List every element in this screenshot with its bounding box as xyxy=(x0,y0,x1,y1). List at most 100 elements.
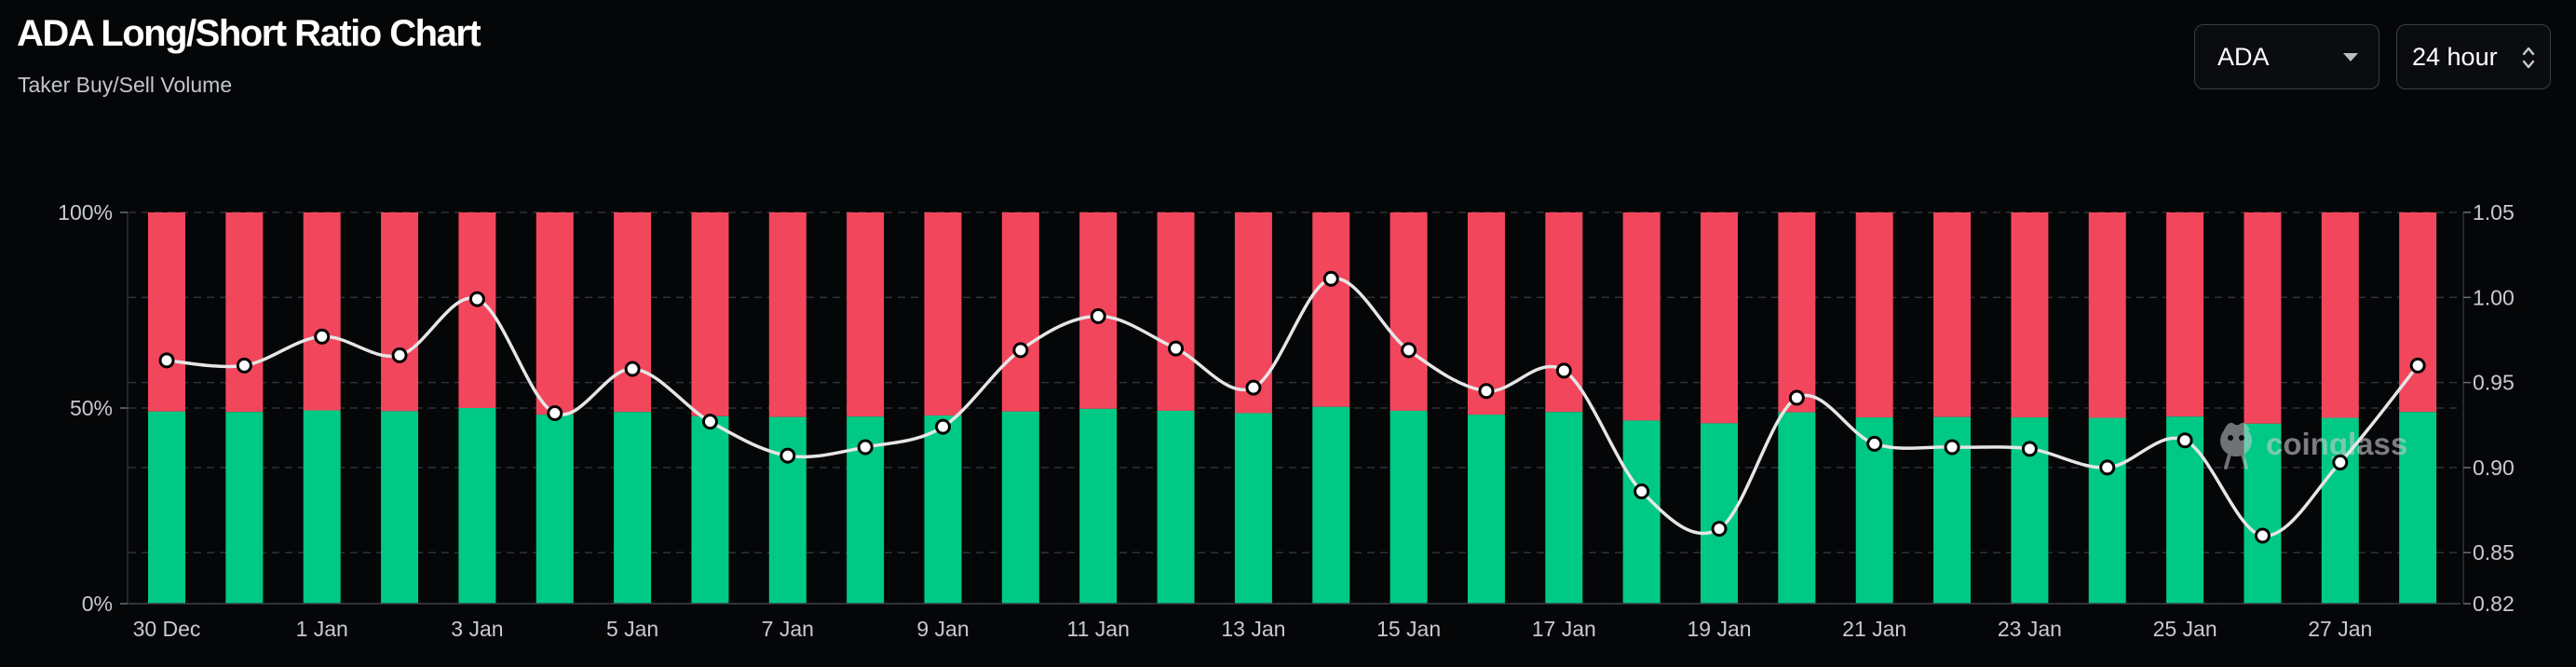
ratio-point xyxy=(2101,461,2114,474)
bar-short xyxy=(1778,212,1815,413)
x-axis-tick-label: 30 Dec xyxy=(133,617,201,641)
ratio-point xyxy=(2334,456,2347,469)
ratio-point xyxy=(1790,391,1803,404)
x-axis-tick-label: 23 Jan xyxy=(1998,617,2062,641)
bar-long xyxy=(1079,409,1117,604)
bar-short xyxy=(381,212,418,411)
bar-long xyxy=(1158,411,1195,604)
ratio-point xyxy=(1170,342,1183,355)
ratio-point xyxy=(2411,359,2424,372)
bar-long xyxy=(691,416,728,604)
x-axis-tick-label: 13 Jan xyxy=(1221,617,1285,641)
bar-short xyxy=(1701,212,1738,423)
x-axis-tick-label: 19 Jan xyxy=(1687,617,1751,641)
ratio-point xyxy=(1324,272,1337,285)
ratio-point xyxy=(1403,344,1416,357)
bar-short xyxy=(1312,212,1349,407)
bar-short xyxy=(1158,212,1195,411)
ratio-point xyxy=(1091,309,1105,322)
ratio-point xyxy=(2178,434,2191,447)
ratio-point xyxy=(316,330,329,343)
bar-short xyxy=(1623,212,1661,420)
bar-short xyxy=(691,212,728,416)
bar-short xyxy=(304,212,341,411)
ratio-point xyxy=(626,362,639,375)
bar-short xyxy=(2011,212,2048,417)
bar-long xyxy=(1545,412,1582,604)
x-axis-tick-label: 21 Jan xyxy=(1842,617,1906,641)
bar-short xyxy=(2244,212,2281,424)
bar-long xyxy=(381,411,418,604)
ratio-points xyxy=(160,272,2424,542)
ratio-point xyxy=(1635,484,1648,497)
x-axis-tick-label: 27 Jan xyxy=(2308,617,2372,641)
bar-short xyxy=(225,212,263,412)
bar-long xyxy=(536,415,574,604)
ratio-point xyxy=(1557,364,1570,377)
ratio-point xyxy=(1480,385,1493,398)
bar-long xyxy=(614,412,651,604)
ratio-point xyxy=(1247,381,1260,394)
x-axis-tick-label: 17 Jan xyxy=(1532,617,1596,641)
x-axis-tick-label: 25 Jan xyxy=(2153,617,2217,641)
bar-short xyxy=(1002,212,1039,412)
ratio-point xyxy=(781,449,794,462)
bar-short xyxy=(2322,212,2359,418)
left-axis-tick-label: 100% xyxy=(58,200,113,225)
bar-long xyxy=(1312,407,1349,604)
right-axis-tick-label: 1.00 xyxy=(2473,285,2515,309)
right-axis-tick-label: 0.95 xyxy=(2473,371,2515,395)
bar-long xyxy=(2089,418,2126,605)
ratio-point xyxy=(859,441,872,454)
ratio-point xyxy=(1713,523,1726,536)
bar-long xyxy=(148,412,185,604)
left-axis-tick-label: 0% xyxy=(82,592,113,616)
right-axis-tick-label: 0.85 xyxy=(2473,540,2515,565)
bar-short xyxy=(614,212,651,412)
bar-short xyxy=(2166,212,2203,416)
bar-long xyxy=(925,415,962,604)
x-axis-tick-label: 7 Jan xyxy=(762,617,814,641)
ratio-point xyxy=(1946,441,1959,454)
ratio-point xyxy=(1014,344,1027,357)
x-axis-tick-label: 9 Jan xyxy=(916,617,969,641)
ratio-point xyxy=(1868,437,1881,450)
right-axis-tick-label: 1.05 xyxy=(2473,200,2515,225)
bar-short xyxy=(1856,212,1893,417)
ratio-point xyxy=(549,406,562,419)
right-axis-tick-label: 0.82 xyxy=(2473,592,2515,616)
bar-short xyxy=(1933,212,1971,417)
axes: 0% 50% 100% 0.82 0.85 0.90 0.95 1.00 1.05 30 Dec 1… xyxy=(58,200,2515,641)
ratio-point xyxy=(2256,529,2269,542)
bar-long xyxy=(225,412,263,604)
bar-long xyxy=(458,408,495,604)
ratio-point xyxy=(703,415,716,429)
x-axis-tick-label: 5 Jan xyxy=(606,617,658,641)
bar-long xyxy=(304,411,341,604)
right-axis-tick-label: 0.90 xyxy=(2473,456,2515,480)
x-axis-tick-label: 15 Jan xyxy=(1376,617,1441,641)
bar-short xyxy=(847,212,884,416)
bar-long xyxy=(1623,420,1661,604)
ratio-point xyxy=(160,354,173,367)
bar-short xyxy=(769,212,807,417)
bar-short xyxy=(148,212,185,412)
bar-short xyxy=(1390,212,1428,411)
ratio-point xyxy=(393,348,406,361)
bar-long xyxy=(1778,413,1815,604)
x-axis-tick-label: 11 Jan xyxy=(1067,617,1130,641)
ratio-point xyxy=(237,359,251,372)
ratio-series-line xyxy=(167,279,2418,536)
ratio-point xyxy=(937,420,950,433)
x-axis-tick-label: 3 Jan xyxy=(451,617,503,641)
bar-long xyxy=(769,417,807,604)
bar-long xyxy=(1390,411,1428,604)
x-axis-tick-label: 1 Jan xyxy=(296,617,348,641)
bar-long xyxy=(1235,413,1272,604)
left-axis-tick-label: 50% xyxy=(70,396,113,420)
bar-short xyxy=(2089,212,2126,418)
bar-short xyxy=(925,212,962,415)
ratio-point xyxy=(470,293,483,306)
bar-short xyxy=(536,212,574,415)
